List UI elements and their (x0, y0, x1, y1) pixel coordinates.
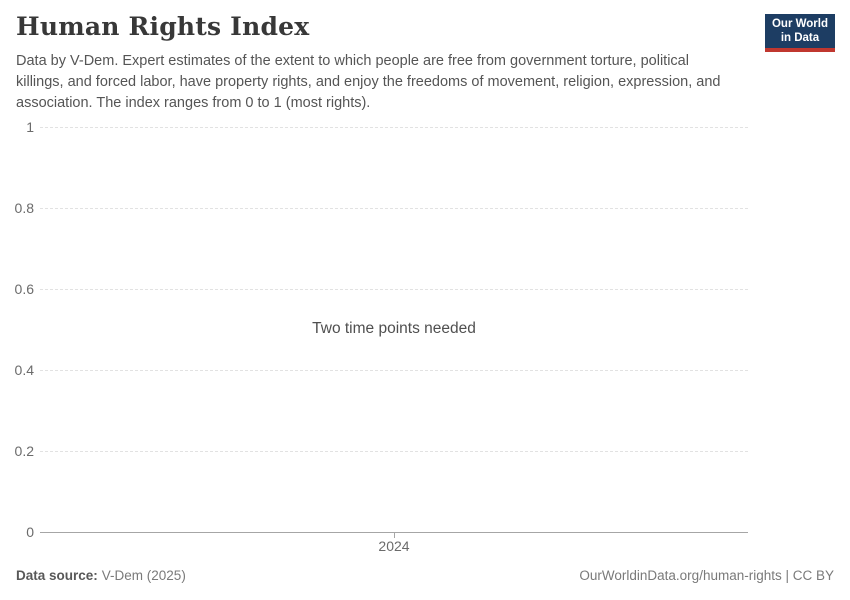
y-gridline (40, 289, 748, 290)
y-axis-tick-label: 0.4 (14, 362, 34, 378)
data-source-label: Data source: (16, 568, 98, 583)
y-gridline (40, 208, 748, 209)
owid-logo-line2: in Data (780, 32, 820, 44)
y-axis-tick-label: 0.8 (14, 200, 34, 216)
y-gridline (40, 127, 748, 128)
y-axis-tick-label: 0.6 (14, 281, 34, 297)
data-source: Data source: V-Dem (2025) (16, 568, 186, 583)
page-title: Human Rights Index (16, 12, 310, 41)
y-gridline (40, 370, 748, 371)
owid-logo-line1: Our World (771, 18, 828, 30)
x-axis-tick (394, 533, 395, 538)
chart-status-message: Two time points needed (312, 320, 476, 337)
y-axis-tick-label: 0 (26, 524, 34, 540)
owid-logo[interactable]: Our World in Data (764, 14, 835, 52)
footer-credit[interactable]: OurWorldinData.org/human-rights | CC BY (579, 568, 834, 583)
x-axis-tick-label: 2024 (378, 538, 410, 554)
data-source-value: V-Dem (2025) (101, 568, 186, 583)
y-axis-tick-label: 0.2 (14, 443, 34, 459)
chart-subtitle: Data by V-Dem. Expert estimates of the e… (16, 53, 721, 112)
x-axis-line (40, 532, 748, 533)
y-gridline (40, 451, 748, 452)
y-axis-tick-label: 1 (26, 119, 34, 135)
